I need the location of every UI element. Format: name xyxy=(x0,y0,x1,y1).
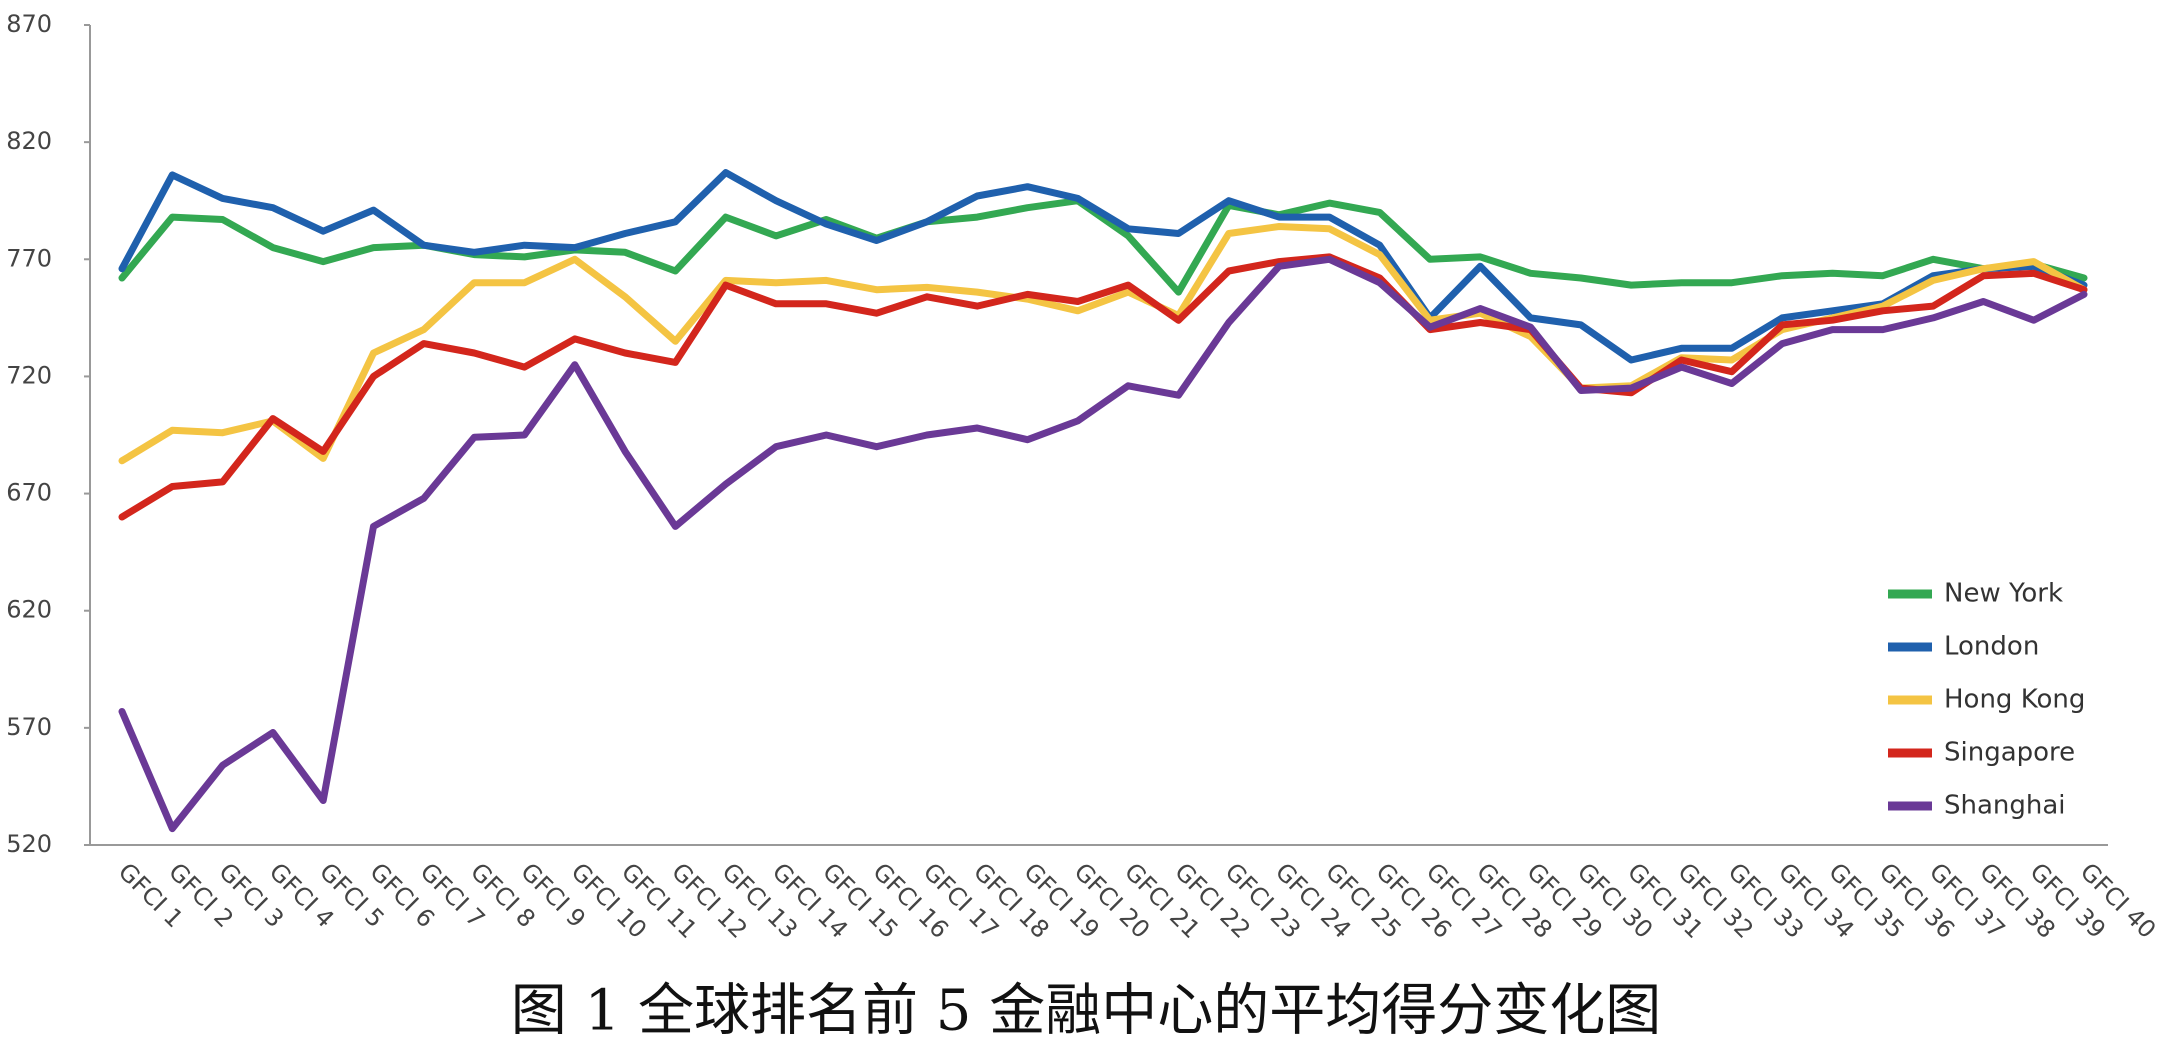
y-tick-label: 870 xyxy=(6,10,52,38)
legend-label: Singapore xyxy=(1944,738,2075,768)
y-tick-label: 670 xyxy=(6,479,52,507)
y-tick-label: 770 xyxy=(6,244,52,272)
legend-label: Hong Kong xyxy=(1944,685,2085,715)
y-tick-label: 820 xyxy=(6,127,52,155)
legend-label: London xyxy=(1944,632,2039,662)
y-tick-label: 620 xyxy=(6,596,52,624)
series-line xyxy=(118,169,2088,364)
y-tick-label: 720 xyxy=(6,361,52,389)
chart-title: 图 1 全球排名前 5 金融中心的平均得分变化图 xyxy=(511,979,1661,1044)
legend-label: Shanghai xyxy=(1944,791,2066,821)
series-line xyxy=(118,255,2088,833)
y-tick-label: 520 xyxy=(6,830,52,858)
series-line xyxy=(118,253,2088,521)
y-tick-label: 570 xyxy=(6,713,52,741)
legend-label: New York xyxy=(1944,579,2063,609)
